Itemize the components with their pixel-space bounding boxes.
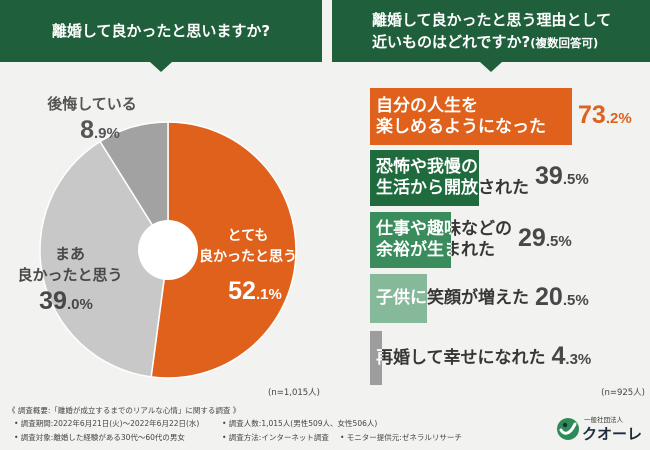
value-decimal-part: .5% (562, 171, 589, 188)
left-header-banner: 離婚して良かったと思いますか? (0, 0, 322, 72)
logo-org-type: 一般社団法人 (584, 416, 623, 424)
bar-cell: 子供に笑顔が増えた 20.5% (370, 274, 589, 323)
bar-label-remarried: 再婚して幸せになれた (370, 348, 546, 369)
right-header-title-line-2: 近いものはどれですか? (372, 33, 531, 51)
bar-label-line: 仕事や趣味などの (376, 219, 512, 239)
slice-label-line: とても (227, 228, 269, 244)
donut-chart (39, 121, 297, 379)
value-integer-part: 39 (535, 162, 563, 190)
bar-label-line: 自分の人生を (376, 96, 572, 117)
bar-label-line: 生活から開放された (376, 178, 529, 198)
bar-children-smile (370, 274, 427, 323)
value-integer-part: 39 (39, 287, 67, 315)
survey-target: • 調査対象:離婚した経験がある30代〜60代の男女 (14, 433, 185, 442)
value-integer-part: 20 (535, 282, 563, 311)
survey-method: • 調査方法:インターネット調査 (222, 433, 329, 442)
bar-time-for-hobbies (370, 212, 452, 268)
slice-label-line: 良かったと思う (17, 266, 123, 284)
slice-label-line: まあ (54, 245, 85, 263)
donut-hole (138, 220, 198, 280)
slice-label-somewhat-good: まあ 良かったと思う 39.0% (10, 244, 130, 320)
bar-label-enjoy-life: 自分の人生を 楽しめるようになった (370, 96, 572, 138)
bar-label-time-for-hobbies: 仕事や趣味などの 余裕が生まれた (370, 219, 512, 261)
value-decimal-part: .0% (66, 296, 93, 313)
value-integer-part: 8 (80, 116, 95, 144)
bar-label-children-smile: 子供に笑顔が増えた (370, 288, 529, 309)
bar-freed-from-fear (370, 150, 480, 206)
bar-row-freed-from-fear: 恐怖や我慢の 生活から開放された 39.5% (370, 150, 650, 206)
value-decimal-part: .1% (255, 286, 282, 303)
slice-label-line: 後悔している (47, 95, 137, 113)
value-decimal-part: .9% (94, 125, 120, 142)
slice-very-good (150, 121, 297, 379)
survey-period: • 調査期間:2022年6月21日(火)〜2022年6月22日(水) (14, 419, 200, 428)
bar-row-enjoy-life: 自分の人生を 楽しめるようになった 73.2% (370, 88, 650, 145)
value-decimal-part: .5% (545, 233, 572, 250)
value-integer-part: 52 (228, 277, 256, 305)
bar-label-line: 恐怖や我慢の (376, 157, 529, 178)
bar-cell: 自分の人生を 楽しめるようになった 73.2% (370, 88, 632, 145)
bar-value-freed-from-fear: 39.5% (535, 161, 589, 195)
bar-cell: 再婚して幸せになれた 4.3% (370, 331, 591, 385)
survey-overview-title: 《 調査概要:「離婚が成立するまでのリアルな心情」に関する調査 》 (8, 406, 241, 415)
bar-value-time-for-hobbies: 29.5% (518, 223, 572, 257)
logo-name: クオーレ (582, 425, 643, 443)
slice-regret (99, 121, 169, 253)
bar-cell: 恐怖や我慢の 生活から開放された 39.5% (370, 150, 589, 206)
bar-enjoy-life (370, 88, 573, 145)
bar-label-line: 子供に笑顔が増えた (376, 288, 529, 308)
bar-value-remarried: 4.3% (552, 341, 592, 375)
slice-value-regret: 8.9% (40, 115, 160, 149)
left-header-title: 離婚して良かったと思いますか? (51, 22, 271, 40)
survey-respondents: • 調査人数:1,015人(男性509人、女性506人) (222, 419, 378, 428)
value-integer-part: 73 (578, 100, 606, 129)
bar-row-remarried: 再婚して幸せになれた 4.3% (370, 331, 650, 385)
bar-remarried (370, 331, 382, 385)
bar-sample-size: (n=925人) (601, 388, 645, 398)
right-header-subtitle: (複数回答可) (530, 36, 599, 50)
slice-label-very-good: とても 良かったと思う 52.1% (193, 226, 303, 310)
value-integer-part: 4 (551, 342, 566, 370)
bar-label-line: 楽しめるようになった (376, 117, 572, 138)
donut-slices (39, 121, 297, 379)
bar-row-children-smile: 子供に笑顔が増えた 20.5% (370, 274, 650, 323)
pie-sample-size: (n=1,015人) (268, 388, 320, 398)
value-integer-part: 29 (518, 224, 546, 252)
slice-value-somewhat-good: 39.0% (6, 286, 126, 320)
bar-label-line: 再婚して幸せになれた (376, 347, 546, 368)
right-header-title-line-1: 離婚して良かったと思う理由として (372, 11, 612, 29)
slice-somewhat-good (39, 140, 169, 378)
slice-value-very-good: 52.1% (200, 276, 310, 310)
right-header-title-line-2-wrap: 近いものはどれですか?(複数回答可) (372, 31, 598, 54)
bar-value-children-smile: 20.5% (535, 282, 589, 316)
bar-cell: 仕事や趣味などの 余裕が生まれた 29.5% (370, 212, 572, 268)
survey-provider: • モニター提供元:ゼネラルリサーチ (340, 433, 462, 442)
bar-chart: 自分の人生を 楽しめるようになった 73.2% 恐怖や我慢の 生活から開放された… (370, 0, 650, 400)
value-decimal-part: .3% (565, 351, 592, 368)
value-decimal-part: .2% (605, 109, 632, 127)
bar-label-freed-from-fear: 恐怖や我慢の 生活から開放された (370, 157, 529, 199)
bar-row-time-for-hobbies: 仕事や趣味などの 余裕が生まれた 29.5% (370, 212, 650, 268)
bar-label-line: 余裕が生まれた (376, 240, 512, 261)
right-header-banner: 離婚して良かったと思う理由として 近いものはどれですか?(複数回答可) (332, 0, 650, 72)
slice-label-regret: 後悔している 8.9% (32, 94, 152, 149)
bar-value-enjoy-life: 73.2% (578, 100, 632, 134)
logo-icon (557, 418, 579, 440)
value-decimal-part: .5% (562, 291, 589, 309)
slice-label-line: 良かったと思う (199, 249, 297, 265)
